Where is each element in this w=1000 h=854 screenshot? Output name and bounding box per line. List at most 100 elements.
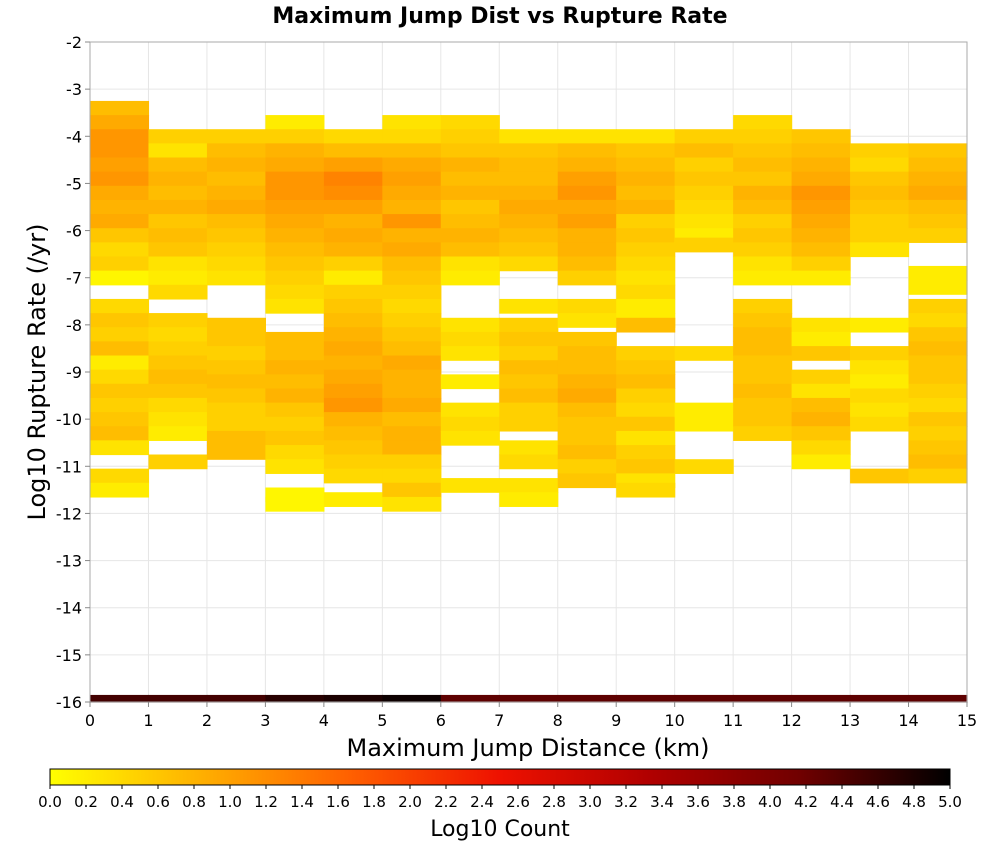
heatmap-cell bbox=[674, 237, 734, 253]
heatmap-cell bbox=[791, 369, 851, 385]
heatmap-cell bbox=[382, 199, 442, 215]
x-axis-ticks: 0 1 2 3 4 5 6 7 8 9 10 11 12 13 14 15 bbox=[85, 702, 977, 730]
heatmap-cell bbox=[791, 331, 851, 347]
heatmap-cell bbox=[148, 199, 208, 215]
heatmap-cell bbox=[382, 157, 442, 173]
heatmap-cell bbox=[265, 445, 325, 460]
heatmap-cell bbox=[148, 228, 208, 243]
heatmap-cell bbox=[148, 214, 208, 229]
heatmap-cell bbox=[148, 369, 208, 385]
heatmap-cell bbox=[148, 256, 208, 272]
heatmap-cell bbox=[440, 374, 500, 390]
heatmap-cell bbox=[206, 157, 266, 173]
heatmap-cell bbox=[148, 383, 208, 399]
heatmap-cell bbox=[908, 355, 968, 371]
heatmap-cell bbox=[323, 157, 383, 173]
heatmap-cell bbox=[499, 228, 559, 243]
heatmap-cell bbox=[908, 214, 968, 229]
heatmap-cell bbox=[499, 694, 559, 703]
heatmap-cell bbox=[90, 327, 150, 342]
heatmap-cell bbox=[148, 185, 208, 201]
heatmap-cell bbox=[674, 157, 734, 173]
heatmap-cell bbox=[382, 341, 442, 357]
x-tick-label: 6 bbox=[436, 711, 446, 730]
heatmap-cell bbox=[908, 313, 968, 328]
heatmap-cell bbox=[382, 313, 442, 328]
heatmap-cell bbox=[148, 242, 208, 258]
heatmap-cell bbox=[791, 185, 851, 201]
heatmap-cell bbox=[206, 317, 266, 333]
heatmap-cell bbox=[908, 412, 968, 427]
heatmap-cell bbox=[557, 430, 617, 446]
heatmap-cell bbox=[674, 199, 734, 215]
x-tick-label: 4 bbox=[319, 711, 329, 730]
heatmap-cell bbox=[791, 383, 851, 399]
heatmap-cell bbox=[265, 185, 325, 201]
colorbar-tick-label: 2.6 bbox=[506, 793, 530, 811]
heatmap-cell bbox=[674, 416, 734, 432]
heatmap-cell bbox=[148, 157, 208, 173]
heatmap-cell bbox=[499, 360, 559, 375]
colorbar-tick-label: 1.8 bbox=[362, 793, 386, 811]
heatmap-cell bbox=[733, 157, 793, 173]
y-tick-label: -11 bbox=[56, 457, 82, 476]
heatmap-cell bbox=[440, 171, 500, 187]
heatmap-cell bbox=[382, 171, 442, 187]
heatmap-cell bbox=[323, 369, 383, 385]
heatmap-cell bbox=[499, 374, 559, 390]
heatmap-cell bbox=[499, 242, 559, 258]
heatmap-cell bbox=[499, 331, 559, 347]
colorbar-label: Log10 Count bbox=[430, 817, 570, 842]
heatmap-cell bbox=[499, 346, 559, 361]
heatmap-cell bbox=[791, 157, 851, 173]
heatmap-cell bbox=[440, 331, 500, 347]
heatmap-cell bbox=[557, 416, 617, 432]
heatmap-cell bbox=[206, 331, 266, 347]
heatmap-cell bbox=[616, 228, 676, 243]
y-tick-label: -5 bbox=[66, 174, 82, 193]
heatmap-cell bbox=[323, 228, 383, 243]
heatmap-cell bbox=[323, 129, 383, 144]
heatmap-cell bbox=[616, 459, 676, 474]
heatmap-cell bbox=[206, 445, 266, 460]
heatmap-cell bbox=[265, 402, 325, 418]
heatmap-cell bbox=[616, 430, 676, 446]
heatmap-cell bbox=[557, 129, 617, 144]
heatmap-cell bbox=[148, 270, 208, 286]
heatmap-cell bbox=[265, 228, 325, 243]
y-tick-label: -8 bbox=[66, 316, 82, 335]
heatmap-cell bbox=[440, 317, 500, 333]
heatmap-cell bbox=[265, 298, 325, 314]
heatmap-cell bbox=[733, 383, 793, 399]
heatmap-cell bbox=[265, 157, 325, 173]
heatmap-cell bbox=[440, 478, 500, 493]
heatmap-cell bbox=[791, 440, 851, 456]
heatmap-cell bbox=[733, 270, 793, 286]
heatmap-cell bbox=[499, 492, 559, 507]
heatmap-cell bbox=[90, 242, 150, 258]
heatmap-cell bbox=[440, 199, 500, 215]
heatmap-cell bbox=[674, 459, 734, 474]
heatmap-cell bbox=[323, 298, 383, 314]
x-tick-label: 15 bbox=[957, 711, 977, 730]
heatmap-cell bbox=[557, 298, 617, 314]
heatmap-cell bbox=[206, 242, 266, 258]
heatmap-cell bbox=[90, 397, 150, 413]
heatmap-cell bbox=[440, 157, 500, 173]
heatmap-cell bbox=[90, 228, 150, 243]
heatmap-cell bbox=[850, 317, 910, 333]
heatmap-cell bbox=[206, 694, 266, 703]
heatmap-cell bbox=[323, 492, 383, 507]
heatmap-cell bbox=[382, 383, 442, 399]
heatmap-cell bbox=[733, 298, 793, 314]
heatmap-cell bbox=[499, 171, 559, 187]
x-tick-label: 0 bbox=[85, 711, 95, 730]
heatmap-cell bbox=[148, 313, 208, 328]
heatmap-cell bbox=[791, 228, 851, 243]
heatmap-cell bbox=[382, 426, 442, 441]
heatmap-cell bbox=[908, 171, 968, 187]
heatmap-cell bbox=[323, 143, 383, 159]
heatmap-cell bbox=[616, 270, 676, 286]
colorbar-tick-label: 3.0 bbox=[578, 793, 602, 811]
